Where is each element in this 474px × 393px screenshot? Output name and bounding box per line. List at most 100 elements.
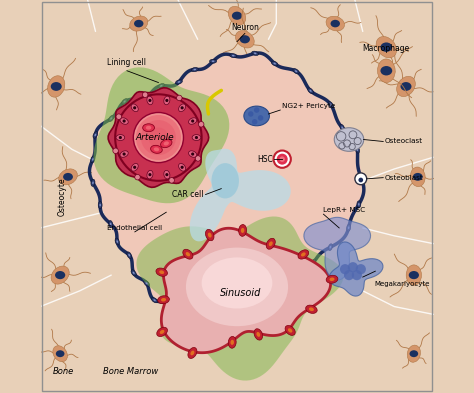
Ellipse shape <box>410 167 425 187</box>
Ellipse shape <box>143 124 155 132</box>
Ellipse shape <box>146 282 148 285</box>
Text: Endothelial cell: Endothelial cell <box>107 225 163 231</box>
Ellipse shape <box>293 69 299 74</box>
Ellipse shape <box>115 238 119 245</box>
Ellipse shape <box>123 100 126 103</box>
Ellipse shape <box>211 163 239 198</box>
Ellipse shape <box>397 76 415 97</box>
Ellipse shape <box>359 174 363 180</box>
Ellipse shape <box>158 83 164 88</box>
Circle shape <box>116 114 121 119</box>
Circle shape <box>148 99 152 102</box>
Ellipse shape <box>131 163 138 171</box>
Text: HSC: HSC <box>257 155 273 163</box>
Ellipse shape <box>254 329 263 340</box>
Ellipse shape <box>130 16 148 31</box>
Ellipse shape <box>355 146 360 153</box>
Circle shape <box>254 107 259 113</box>
Circle shape <box>123 152 126 156</box>
Ellipse shape <box>179 315 186 320</box>
Ellipse shape <box>154 299 156 301</box>
Ellipse shape <box>160 330 164 334</box>
Circle shape <box>135 174 140 180</box>
Ellipse shape <box>92 158 94 161</box>
Ellipse shape <box>91 179 95 186</box>
Text: Neuron: Neuron <box>231 23 259 32</box>
Ellipse shape <box>188 347 197 358</box>
Ellipse shape <box>381 66 392 75</box>
Ellipse shape <box>360 176 362 178</box>
Ellipse shape <box>144 281 149 286</box>
Circle shape <box>195 136 198 139</box>
Ellipse shape <box>120 151 128 157</box>
Ellipse shape <box>109 220 113 228</box>
Ellipse shape <box>55 271 65 279</box>
Polygon shape <box>91 54 362 321</box>
Ellipse shape <box>91 156 95 163</box>
Ellipse shape <box>311 259 316 266</box>
Ellipse shape <box>110 117 112 120</box>
Ellipse shape <box>358 203 360 206</box>
Ellipse shape <box>195 318 202 322</box>
Ellipse shape <box>310 90 311 92</box>
Ellipse shape <box>242 307 244 309</box>
Ellipse shape <box>189 151 197 157</box>
Ellipse shape <box>156 268 167 276</box>
Ellipse shape <box>272 61 278 66</box>
Ellipse shape <box>236 31 254 48</box>
Ellipse shape <box>407 345 420 362</box>
Ellipse shape <box>401 82 411 91</box>
Ellipse shape <box>117 240 118 243</box>
Ellipse shape <box>348 226 349 229</box>
Ellipse shape <box>254 53 256 54</box>
Polygon shape <box>137 217 344 380</box>
Ellipse shape <box>381 42 392 52</box>
Ellipse shape <box>263 284 269 289</box>
Ellipse shape <box>179 104 186 112</box>
Ellipse shape <box>191 68 198 72</box>
Ellipse shape <box>330 103 332 106</box>
Circle shape <box>136 115 181 160</box>
Ellipse shape <box>341 127 343 129</box>
Ellipse shape <box>232 55 235 57</box>
Polygon shape <box>304 217 371 280</box>
Ellipse shape <box>98 202 102 209</box>
Ellipse shape <box>312 261 314 264</box>
Circle shape <box>133 106 136 109</box>
Ellipse shape <box>326 275 338 283</box>
Ellipse shape <box>178 81 180 83</box>
Ellipse shape <box>285 325 295 335</box>
Ellipse shape <box>146 126 151 130</box>
Circle shape <box>191 119 194 123</box>
Text: Osteoblast: Osteoblast <box>384 174 423 181</box>
Ellipse shape <box>110 223 111 225</box>
Ellipse shape <box>208 233 211 237</box>
Ellipse shape <box>228 336 236 348</box>
Ellipse shape <box>191 351 194 355</box>
Ellipse shape <box>131 104 138 112</box>
Ellipse shape <box>230 340 234 345</box>
Circle shape <box>119 136 122 139</box>
Ellipse shape <box>252 51 259 55</box>
Ellipse shape <box>288 328 292 332</box>
Ellipse shape <box>109 116 114 121</box>
Ellipse shape <box>308 88 313 94</box>
Ellipse shape <box>264 286 267 288</box>
Polygon shape <box>161 228 330 353</box>
Ellipse shape <box>241 228 245 233</box>
Circle shape <box>142 92 148 97</box>
Text: Osteocyte: Osteocyte <box>58 177 67 216</box>
Ellipse shape <box>127 252 132 259</box>
Ellipse shape <box>159 270 164 274</box>
Ellipse shape <box>145 96 147 98</box>
Text: CAR cell: CAR cell <box>172 190 204 199</box>
Text: LepR+ MSC: LepR+ MSC <box>323 207 366 213</box>
Ellipse shape <box>51 266 69 284</box>
Polygon shape <box>93 67 229 203</box>
Ellipse shape <box>346 224 351 231</box>
Ellipse shape <box>201 257 273 309</box>
Ellipse shape <box>376 37 397 58</box>
Ellipse shape <box>329 246 331 248</box>
Circle shape <box>199 121 204 127</box>
Text: Macrophage: Macrophage <box>363 44 410 53</box>
